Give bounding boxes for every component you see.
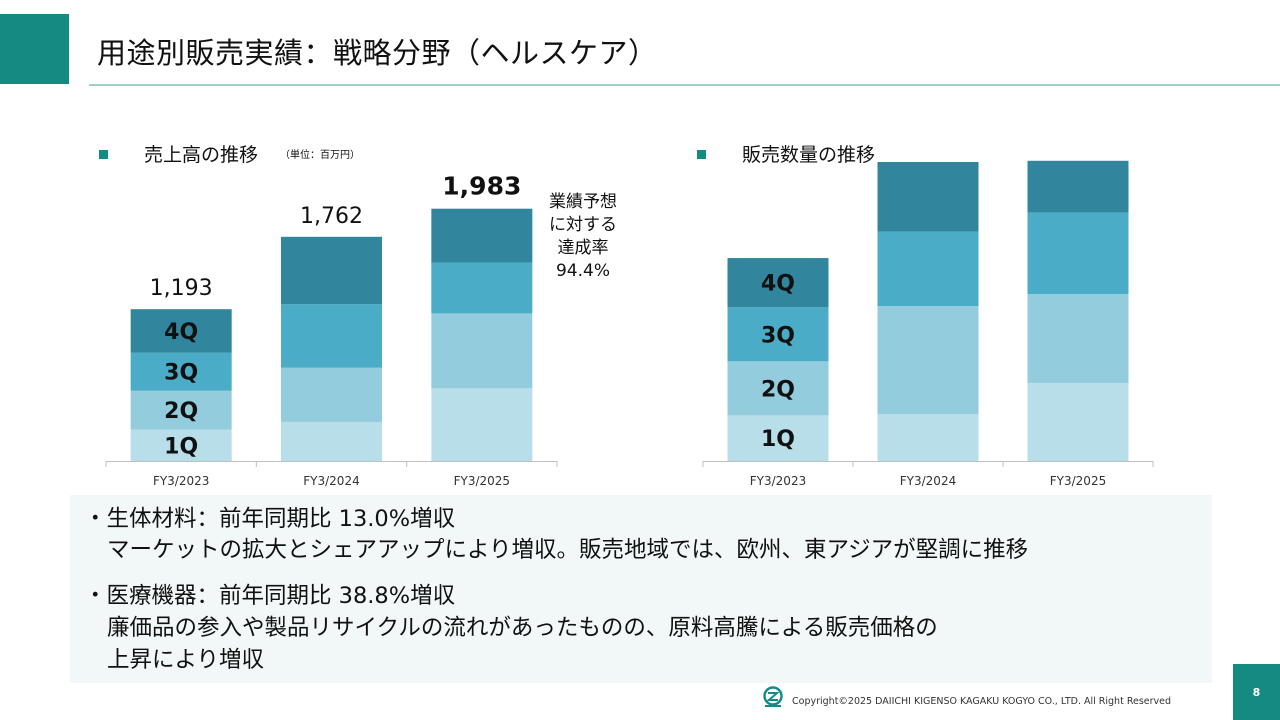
segment-label-1q: 1Q [761,427,795,452]
x-tick-label: FY3/2024 [303,474,359,488]
copyright-text: Copyright©2025 DAIICHI KIGENSO KAGAKU KO… [792,696,1172,707]
page-title: 用途別販売実績：戦略分野（ヘルスケア） [97,36,658,70]
total-label: 1,983 [442,172,521,201]
unit-note: （単位：百万円） [280,150,361,161]
forecast-achievement-note: に対する [549,215,617,235]
x-tick-label: FY3/2025 [1050,474,1106,488]
bar-segment-3q [1027,212,1129,295]
volume-chart-header: 販売数量の推移 [697,140,875,167]
bar-segment-3q [877,231,979,307]
comment-panel [70,495,1212,683]
segment-label-4q: 4Q [761,272,795,297]
medical-device-heading: ・医療機器：前年同期比 38.8%増収 [84,583,456,609]
x-tick-label: FY3/2025 [454,474,510,488]
title-divider [89,84,1280,86]
bar-segment-3q [727,307,829,362]
segment-label-2q: 2Q [761,377,795,402]
bio-material-detail: マーケットの拡大とシェアアップにより増収。販売地域では、欧州、東アジアが堅調に推… [107,537,1029,563]
medical-device-detail-line-2: 上昇により増収 [107,647,265,673]
bar-segment-4q [727,258,829,308]
total-label: 1,193 [150,276,213,301]
title-accent-block [0,14,69,84]
bar-segment-4q [281,236,382,305]
bar-segment-1q [281,421,382,461]
bar-segment-1q [877,414,979,461]
volume-chart-title: 販売数量の推移 [742,144,876,166]
bar-segment-3q [281,304,382,368]
sales-chart-title: 売上高の推移 [144,144,259,166]
bio-material-heading: ・生体材料：前年同期比 13.0%増収 [84,506,456,532]
segment-label-4q: 4Q [164,320,198,345]
bar-segment-3q [130,352,232,391]
forecast-achievement-note: 達成率 [558,238,609,258]
bar-segment-1q [1027,382,1129,461]
x-tick-label: FY3/2023 [153,474,209,488]
bar-segment-1q [130,429,232,461]
forecast-achievement-note: 業績予想 [549,192,617,212]
bar-segment-4q [431,208,533,263]
bar-segment-1q [727,415,829,461]
x-tick-label: FY3/2023 [750,474,806,488]
bar-segment-4q [130,309,232,353]
sales-chart-header: 売上高の推移 （単位：百万円） [99,140,360,167]
segment-label-1q: 1Q [164,434,198,459]
bar-segment-2q [877,306,979,415]
segment-label-3q: 3Q [164,361,198,386]
bar-segment-1q [431,388,533,461]
segment-label-2q: 2Q [164,399,198,424]
bar-segment-2q [1027,294,1129,383]
bar-segment-2q [281,367,382,422]
bar-segment-3q [431,262,533,314]
total-label: 1,762 [300,204,363,229]
bullet-square-icon [99,150,108,159]
bar-segment-4q [877,162,979,232]
page-number: 8 [1233,664,1280,720]
medical-device-detail-line-1: 廉価品の参入や製品リサイクルの流れがあったものの、原料高騰による販売価格の [107,615,938,641]
company-logo-icon [763,686,783,707]
bar-segment-2q [431,313,533,389]
bar-segment-2q [130,390,232,430]
x-tick-label: FY3/2024 [900,474,956,488]
bullet-square-icon [697,150,706,159]
bar-segment-2q [727,361,829,416]
bar-segment-4q [1027,160,1129,213]
charts-canvas: 1Q 2Q 3Q 4Q FY3/2023 1,193 FY3/2024 1,762 FY3/20… [105,160,1154,488]
forecast-achievement-note: 94.4% [556,261,610,281]
segment-label-3q: 3Q [761,323,795,348]
